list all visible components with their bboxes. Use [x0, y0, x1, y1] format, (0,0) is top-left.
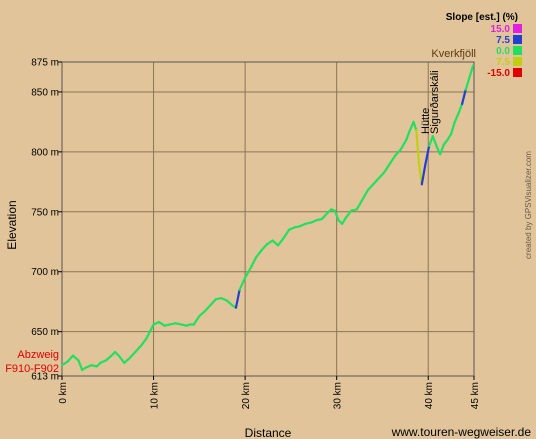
profile-segment — [450, 120, 456, 136]
y-tick-label: 875 m — [31, 58, 59, 69]
profile-segment — [460, 88, 467, 106]
profile-segment — [209, 298, 217, 307]
legend-value: 0.0 — [496, 46, 510, 57]
profile-segment — [238, 276, 247, 291]
profile-segment — [415, 129, 421, 165]
grid-lines — [61, 61, 475, 377]
annotation-f910-f902: F910-F902 — [5, 363, 59, 375]
profile-segment — [282, 228, 291, 240]
profile-segment — [383, 162, 391, 174]
annotation-abzweig: Abzweig — [17, 349, 59, 361]
profile-segment — [394, 148, 402, 157]
y-tick-label: 800 m — [31, 147, 59, 158]
profile-segment — [254, 249, 263, 259]
legend-value: -15.0 — [487, 68, 510, 79]
profile-segment — [431, 135, 438, 147]
profile-segment — [468, 64, 475, 79]
website-text: www.touren-wegweiser.de — [391, 425, 532, 439]
profile-segment — [372, 177, 380, 186]
legend-swatch — [513, 35, 522, 44]
x-axis-ticks: 0 km 10 km 20 km 30 km 40 km 45 km — [58, 376, 481, 409]
y-tick-label: 650 m — [31, 327, 59, 338]
y-tick-label: 850 m — [31, 87, 59, 98]
profile-segment — [128, 350, 137, 360]
legend-swatch — [513, 46, 522, 55]
x-tick-label: 30 km — [333, 382, 344, 409]
y-tick-label: 613 m — [31, 372, 59, 383]
profile-segment — [377, 171, 386, 180]
profile-segment — [361, 189, 369, 201]
profile-segment — [412, 120, 418, 132]
profile-segment — [344, 209, 353, 219]
profile-segment — [399, 138, 408, 151]
profile-segment — [333, 209, 340, 222]
legend-swatch — [513, 68, 522, 77]
y-axis-label: Elevation — [5, 200, 19, 249]
profile-segment — [66, 354, 75, 363]
profile-segment — [439, 143, 445, 156]
profile-segment — [198, 310, 206, 318]
annotation-huette: Hütte — [420, 108, 432, 134]
profile-segment — [225, 299, 234, 307]
profile-segment — [192, 314, 201, 326]
x-tick-label: 10 km — [150, 382, 161, 409]
profile-segment — [366, 183, 375, 192]
profile-segment — [260, 243, 269, 252]
x-tick-label: 45 km — [470, 382, 481, 409]
legend-title: Slope [est.] (%) — [446, 12, 518, 23]
annotation-kverkfjoell: Kverkfjöll — [431, 48, 476, 60]
elevation-profile-line — [60, 64, 475, 372]
profile-segment — [355, 198, 364, 211]
x-tick-label: 20 km — [241, 382, 252, 409]
slope-legend: Slope [est.] (%) 15.07.50.07.5-15.0 — [446, 12, 522, 79]
profile-segment — [77, 359, 84, 372]
x-axis-label: Distance — [245, 426, 292, 439]
plot-area-frame — [61, 61, 475, 377]
y-axis-ticks: 613 m 650 m 700 m 750 m 800 m 850 m 875 m — [31, 58, 62, 383]
profile-segment — [341, 216, 347, 225]
profile-segment — [464, 76, 471, 91]
profile-segment — [453, 112, 460, 124]
profile-segment — [104, 354, 113, 362]
profile-segment — [320, 211, 329, 221]
profile-segment — [457, 102, 464, 115]
profile-segment — [244, 267, 252, 279]
annotation-sigurdarskali: Sigurðarskáli — [429, 70, 441, 134]
legend-swatch — [513, 24, 522, 33]
profile-segment — [117, 354, 126, 364]
credit-text: created by GPSVisualizer.com — [524, 151, 533, 259]
profile-segment — [249, 256, 258, 270]
x-tick-label: 40 km — [424, 382, 435, 409]
legend-swatch — [513, 57, 522, 66]
profile-segment — [424, 144, 431, 165]
legend-value: 7.5 — [496, 35, 510, 46]
profile-segment — [71, 354, 80, 362]
profile-segment — [203, 304, 212, 313]
y-tick-label: 700 m — [31, 267, 59, 278]
legend-value: 7.5 — [496, 57, 510, 68]
profile-segment — [276, 237, 285, 247]
legend-value: 15.0 — [491, 24, 511, 35]
profile-segment — [148, 323, 155, 333]
profile-segment — [123, 356, 131, 364]
profile-segment — [234, 288, 241, 309]
profile-segment — [145, 330, 151, 340]
profile-segment — [428, 135, 434, 147]
y-tick-label: 750 m — [31, 207, 59, 218]
profile-segment — [271, 239, 280, 247]
profile-segment — [139, 337, 148, 348]
profile-segment — [420, 162, 427, 186]
profile-segment — [446, 132, 453, 142]
x-tick-label: 0 km — [58, 382, 69, 404]
profile-segment — [134, 344, 142, 354]
profile-segment — [405, 129, 412, 142]
profile-segment — [388, 154, 397, 165]
